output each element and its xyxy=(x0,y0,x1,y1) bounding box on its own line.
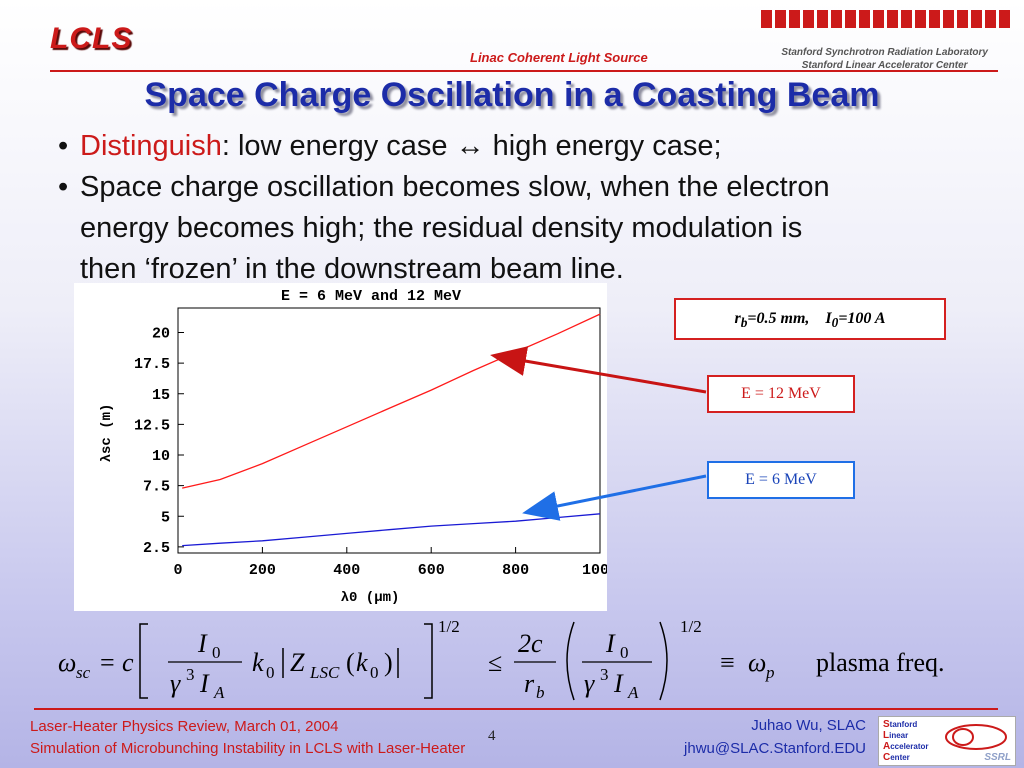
bullet-distinguish: • Distinguish: low energy case ↔ high en… xyxy=(58,126,988,167)
ssrl-wordmark: SSRL xyxy=(984,752,1011,763)
author-name: Juhao Wu, SLAC xyxy=(751,717,866,734)
equals-sign: = xyxy=(100,648,115,677)
paren-open: ( xyxy=(346,648,355,677)
x-tick-label: 200 xyxy=(249,562,276,579)
header-stripe-bar xyxy=(748,10,1010,28)
x-axis-label: λ0 (μm) xyxy=(341,590,400,606)
rb-value: =0.5 mm, xyxy=(747,310,810,327)
bullet-line: energy becomes high; the residual densit… xyxy=(80,212,803,244)
ring-emblem-icon xyxy=(945,724,1007,750)
impedance-symbol: Z xyxy=(290,648,305,677)
bullet-dot: • xyxy=(58,171,69,203)
numerator-current: I xyxy=(197,629,208,658)
y-tick-label: 15 xyxy=(152,387,170,404)
plot-frame xyxy=(177,307,601,554)
rb-subscript: b xyxy=(740,315,748,331)
y-tick-label: 12.5 xyxy=(134,417,170,434)
k0-symbol: k xyxy=(252,648,264,677)
footer-left: Laser-Heater Physics Review, March 01, 2… xyxy=(30,716,465,760)
i0-subscript: 0 xyxy=(831,315,839,331)
half-power-2: 1/2 xyxy=(680,617,702,636)
header-divider xyxy=(50,70,998,72)
gamma-power: 3 xyxy=(186,665,195,684)
beam-radius-sub: b xyxy=(536,683,545,702)
omega-sc-subscript: sc xyxy=(76,663,91,682)
x-tick-label: 600 xyxy=(418,562,445,579)
footer-talk-title: Simulation of Microbunching Instability … xyxy=(30,740,466,757)
series-line-12mev xyxy=(182,313,601,489)
y-tick-label: 10 xyxy=(152,448,170,465)
equivalent-sign: ≡ xyxy=(720,648,735,677)
gamma-symbol-2: γ xyxy=(584,669,595,698)
y-tick-label: 5 xyxy=(161,509,170,526)
plasma-freq-label: plasma freq. xyxy=(816,648,945,677)
footer-event: Laser-Heater Physics Review, March 01, 2… xyxy=(30,718,339,735)
page-number: 4 xyxy=(488,728,496,744)
omega-p-symbol: ω xyxy=(748,648,766,677)
bullet-keyword: Distinguish xyxy=(80,130,222,162)
chart-title: E = 6 MeV and 12 MeV xyxy=(281,288,461,305)
half-power-1: 1/2 xyxy=(438,617,460,636)
header-organization: Stanford Synchrotron Radiation Laborator… xyxy=(781,46,988,72)
y-tick-label: 2.5 xyxy=(143,540,170,557)
y-axis-label: λsc (m) xyxy=(99,404,115,463)
slac-ssrl-logo: Stanford Linear Accelerator Center SSRL xyxy=(878,716,1016,766)
parameter-box: rb=0.5 mm, I0=100 A xyxy=(674,298,946,340)
k0-sub: 0 xyxy=(266,663,275,682)
label-12mev: E = 12 MeV xyxy=(707,375,855,413)
impedance-sub: LSC xyxy=(309,663,340,682)
y-tick-label: 7.5 xyxy=(143,479,170,496)
k0-arg: k xyxy=(356,648,368,677)
bullet-list: • Distinguish: low energy case ↔ high en… xyxy=(58,126,988,290)
omega-sc-symbol: ω xyxy=(58,648,76,677)
numerator-current-2: I xyxy=(605,629,616,658)
i0-value: =100 A xyxy=(838,310,886,327)
arrow-6mev xyxy=(522,474,707,521)
label-6mev: E = 6 MeV xyxy=(707,461,855,499)
alfven-current: I xyxy=(199,669,210,698)
arrow-12mev xyxy=(490,346,707,394)
x-tick-label: 0 xyxy=(173,562,182,579)
x-tick-label: 800 xyxy=(502,562,529,579)
bullet-space-charge: • Space charge oscillation becomes slow,… xyxy=(58,167,988,290)
numerator-sub-2: 0 xyxy=(620,643,629,662)
footer-divider xyxy=(34,708,998,710)
org-line-slac: Stanford Linear Accelerator Center xyxy=(801,60,968,71)
bullet-line: then ‘frozen’ in the downstream beam lin… xyxy=(80,253,624,285)
bullet-line: Space charge oscillation becomes slow, w… xyxy=(80,171,830,203)
org-line-ssrl: Stanford Synchrotron Radiation Laborator… xyxy=(781,47,988,58)
lcls-logo: LCLS xyxy=(50,22,133,55)
two-c: 2c xyxy=(518,629,543,658)
speed-of-light: c xyxy=(122,648,134,677)
bullet-text: : low energy case ↔ high energy case; xyxy=(221,130,722,162)
y-tick-label: 17.5 xyxy=(134,356,170,373)
k0-arg-sub: 0 xyxy=(370,663,379,682)
alfven-sub: A xyxy=(213,683,225,702)
omega-p-subscript: p xyxy=(765,663,775,682)
beam-radius: r xyxy=(524,669,535,698)
header-tagline: Linac Coherent Light Source xyxy=(470,50,648,65)
footer-right: Juhao Wu, SLAC jhwu@SLAC.Stanford.EDU xyxy=(684,714,866,760)
rb-symbol: r xyxy=(734,310,741,327)
slide-title: Space Charge Oscillation in a Coasting B… xyxy=(144,76,880,114)
i0-symbol: I xyxy=(825,310,832,327)
gamma-power-2: 3 xyxy=(600,665,609,684)
alfven-current-2: I xyxy=(613,669,624,698)
y-tick-label: 20 xyxy=(152,326,170,343)
author-email[interactable]: jhwu@SLAC.Stanford.EDU xyxy=(684,740,866,757)
less-equal: ≤ xyxy=(488,648,502,677)
x-tick-label: 400 xyxy=(333,562,360,579)
gamma-symbol: γ xyxy=(170,669,181,698)
slac-wordmark: Stanford Linear Accelerator Center xyxy=(883,719,929,763)
bullet-dot: • xyxy=(58,130,69,162)
alfven-sub-2: A xyxy=(627,683,639,702)
chart-panel: E = 6 MeV and 12 MeV 2.5 5 7.5 10 12.5 15 17.5… xyxy=(74,283,618,611)
plasma-formula: ω sc = c I 0 γ 3 I A k 0 Z LSC ( k 0 ) 1… xyxy=(58,617,945,702)
numerator-sub: 0 xyxy=(212,643,221,662)
paren-close: ) xyxy=(384,648,393,677)
